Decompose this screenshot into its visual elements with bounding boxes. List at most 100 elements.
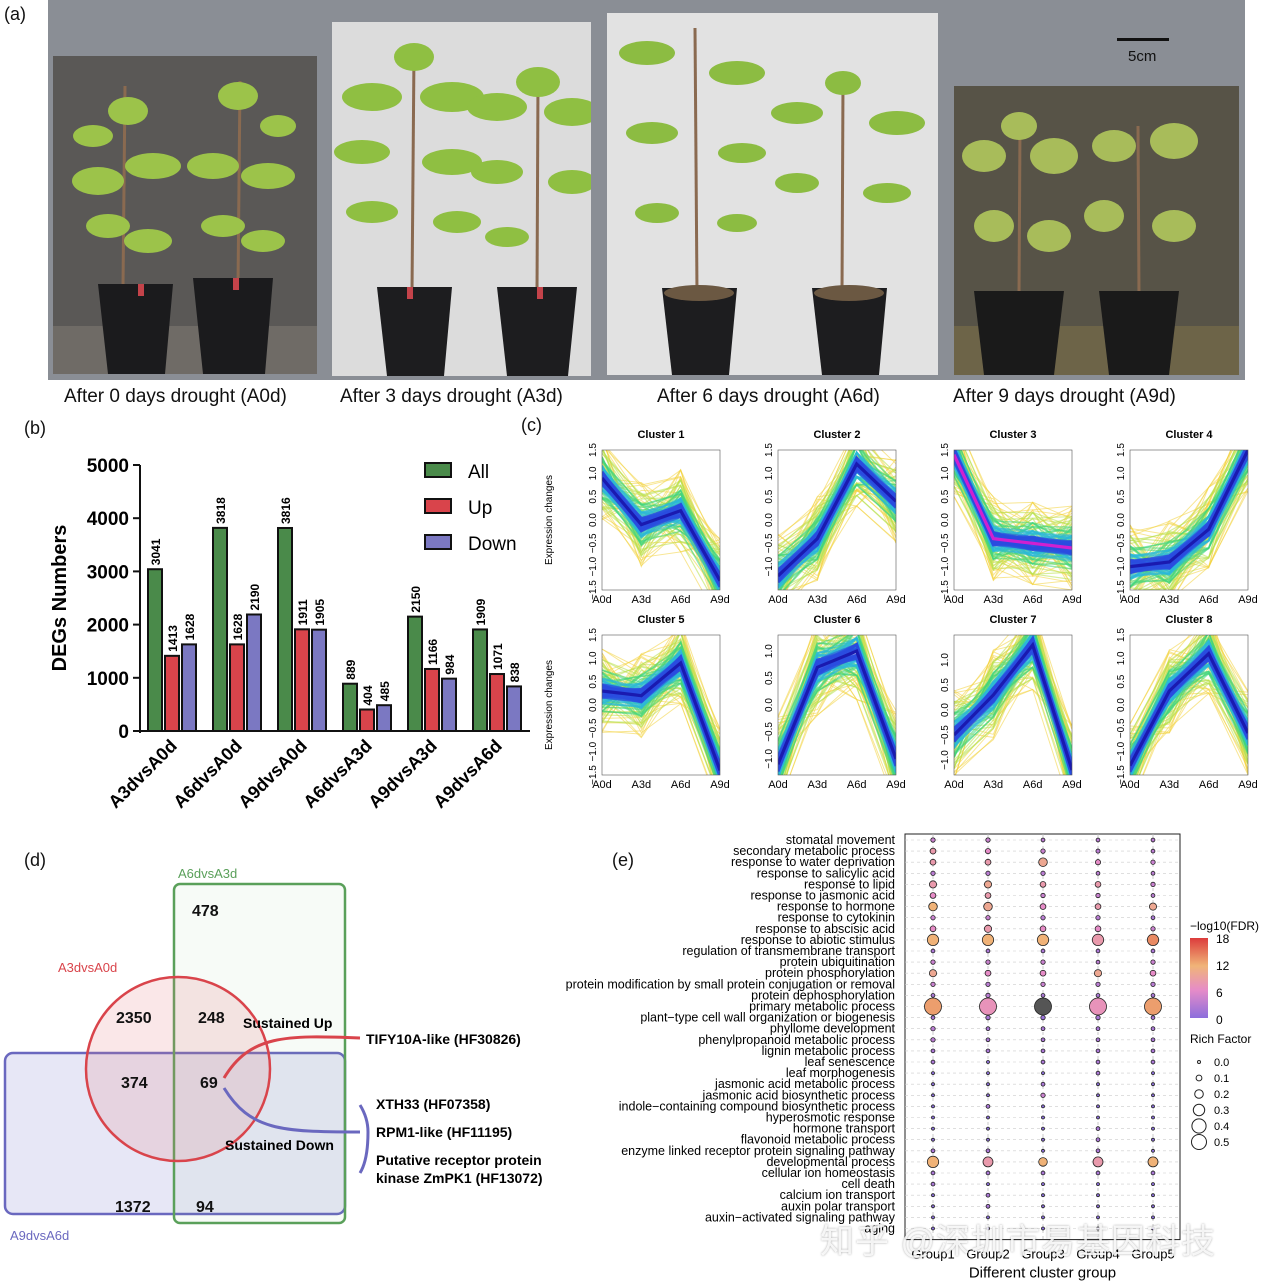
color-legend-tick: 0 [1216,1013,1223,1027]
go-bubble [983,924,992,933]
photo-caption-a0d: After 0 days drought (A0d) [64,386,287,407]
panel-label-a: (a) [4,4,26,24]
cluster-x-tick-label: A9d [1238,779,1258,791]
go-bubble [1095,848,1101,854]
cluster-x-tick-label: A6d [1199,594,1219,606]
bar-value-label: 3818 [214,497,228,524]
cluster-y-tick-label: 0.5 [940,489,951,503]
cluster-y-tick-label: −1.0 [588,741,599,761]
cluster-x-tick-label: A9d [886,779,906,791]
go-bubble [1041,1226,1045,1231]
go-bubble [930,870,936,876]
go-bubble [1151,1093,1155,1098]
cluster-title: Cluster 4 [1165,429,1213,441]
go-bubble [1096,1182,1100,1187]
go-term-label: calcium ion transport [780,1188,896,1202]
bar-down [311,628,327,733]
cluster-y-tick-label: 1.0 [588,651,599,665]
cluster-y-tick-label: −0.5 [940,725,951,745]
go-bubble [1150,959,1156,965]
go-bubble [1040,981,1046,987]
go-term-label: response to abscisic acid [755,922,895,936]
cluster-y-tick-label: 1.0 [940,466,951,480]
go-bubble [1041,1182,1045,1187]
cluster-x-tick-label: A0d [1120,594,1140,606]
venn-count-a3-a9: 374 [121,1075,148,1092]
go-bubble [929,892,937,899]
go-bubble [1095,1137,1101,1143]
go-bubble [1095,993,1101,998]
cluster-lines [954,635,1072,775]
go-bubble [986,1060,990,1064]
go-bubble [1150,981,1156,987]
go-bubble [1095,1148,1101,1154]
cluster-y-tick-label: 0.0 [588,513,599,527]
cluster-member-line [602,651,720,759]
size-legend-tick: 0.0 [1214,1057,1229,1069]
x-axis-title: Different cluster group [969,1265,1116,1282]
y-tick-label: 1000 [87,669,129,690]
go-bubble [1095,1170,1101,1176]
size-legend-tick: 0.5 [1214,1137,1229,1149]
cluster-center-line [1130,651,1248,767]
go-bubble [1151,1104,1155,1109]
go-bubble [984,969,992,977]
go-bubble [930,981,936,987]
go-term-label: jasmonic acid biosynthetic process [702,1088,895,1102]
cluster-y-axis-title: Expression changes [544,475,555,565]
go-bubble [1092,1156,1104,1168]
go-term-label: response to cytokinin [778,911,895,925]
y-tick-label: 4000 [87,509,129,530]
go-bubble [1150,1170,1156,1176]
go-term-label: auxin polar transport [781,1199,895,1213]
cluster-x-tick-label: A3d [632,594,652,606]
plant-photo-a0d [53,56,317,374]
go-bubble [1095,1070,1101,1076]
cluster-title: Cluster 6 [813,614,860,626]
cluster-y-tick-label: −1.5 [940,580,951,600]
cluster-y-tick-label: −1.0 [940,556,951,576]
go-bubble [1040,1026,1046,1032]
go-bubble [1151,1126,1155,1131]
legend-swatch-all [424,462,452,478]
cluster-y-tick-label: 1.0 [764,466,775,480]
cluster-y-tick-label: 1.5 [764,443,775,457]
plant-photo-a3d-image [332,22,591,376]
cluster-lines [1130,635,1248,775]
go-bubble [1094,881,1102,888]
group-label: Group1 [911,1247,954,1262]
bar-down [441,677,457,732]
bar-value-label: 1909 [474,598,488,625]
venn-count-a9-only: 1372 [115,1199,151,1216]
go-bubble [931,1115,935,1120]
cluster-x-tick-label: A6d [1023,779,1043,791]
cluster-x-tick-label: A0d [944,779,964,791]
go-bubble [1149,902,1158,911]
bar-all [277,526,293,732]
go-term-label: jasmonic acid metabolic process [714,1077,895,1091]
go-term-label: hormone transport [793,1122,896,1136]
watermark: 知乎 @深圳市易基因科技 [820,1223,1216,1261]
size-legend-tick: 0.1 [1214,1073,1229,1085]
cluster-center-line [602,660,720,771]
venn-count-a3-a6: 248 [198,1010,225,1027]
plant-photo-a0d-image [53,56,317,374]
go-bubble [1151,1193,1155,1198]
go-bubble [1150,1059,1156,1065]
cluster-y-tick-label: 1.5 [1116,443,1127,457]
go-bubble [928,969,937,978]
go-bubble [1150,948,1156,954]
degs-bar-chart: 0 1000 2000 3000 4000 5000 DEGs Numbers 3041 141… [49,456,530,812]
cluster-center-line [778,649,896,765]
cluster-x-tick-label: A9d [1062,594,1082,606]
venn-count-a3-only: 2350 [116,1010,152,1027]
cluster-y-tick-label: −0.5 [1116,718,1127,738]
go-bubble [1041,1126,1045,1131]
cluster-lines [602,635,720,775]
size-legend-circle [1191,1118,1207,1134]
go-term-label: leaf morphogenesis [786,1066,895,1080]
cluster-y-tick-label: 0.0 [940,513,951,527]
go-bubble [1095,1015,1101,1021]
go-bubble [1151,1182,1155,1187]
cluster-title: Cluster 1 [637,429,684,441]
